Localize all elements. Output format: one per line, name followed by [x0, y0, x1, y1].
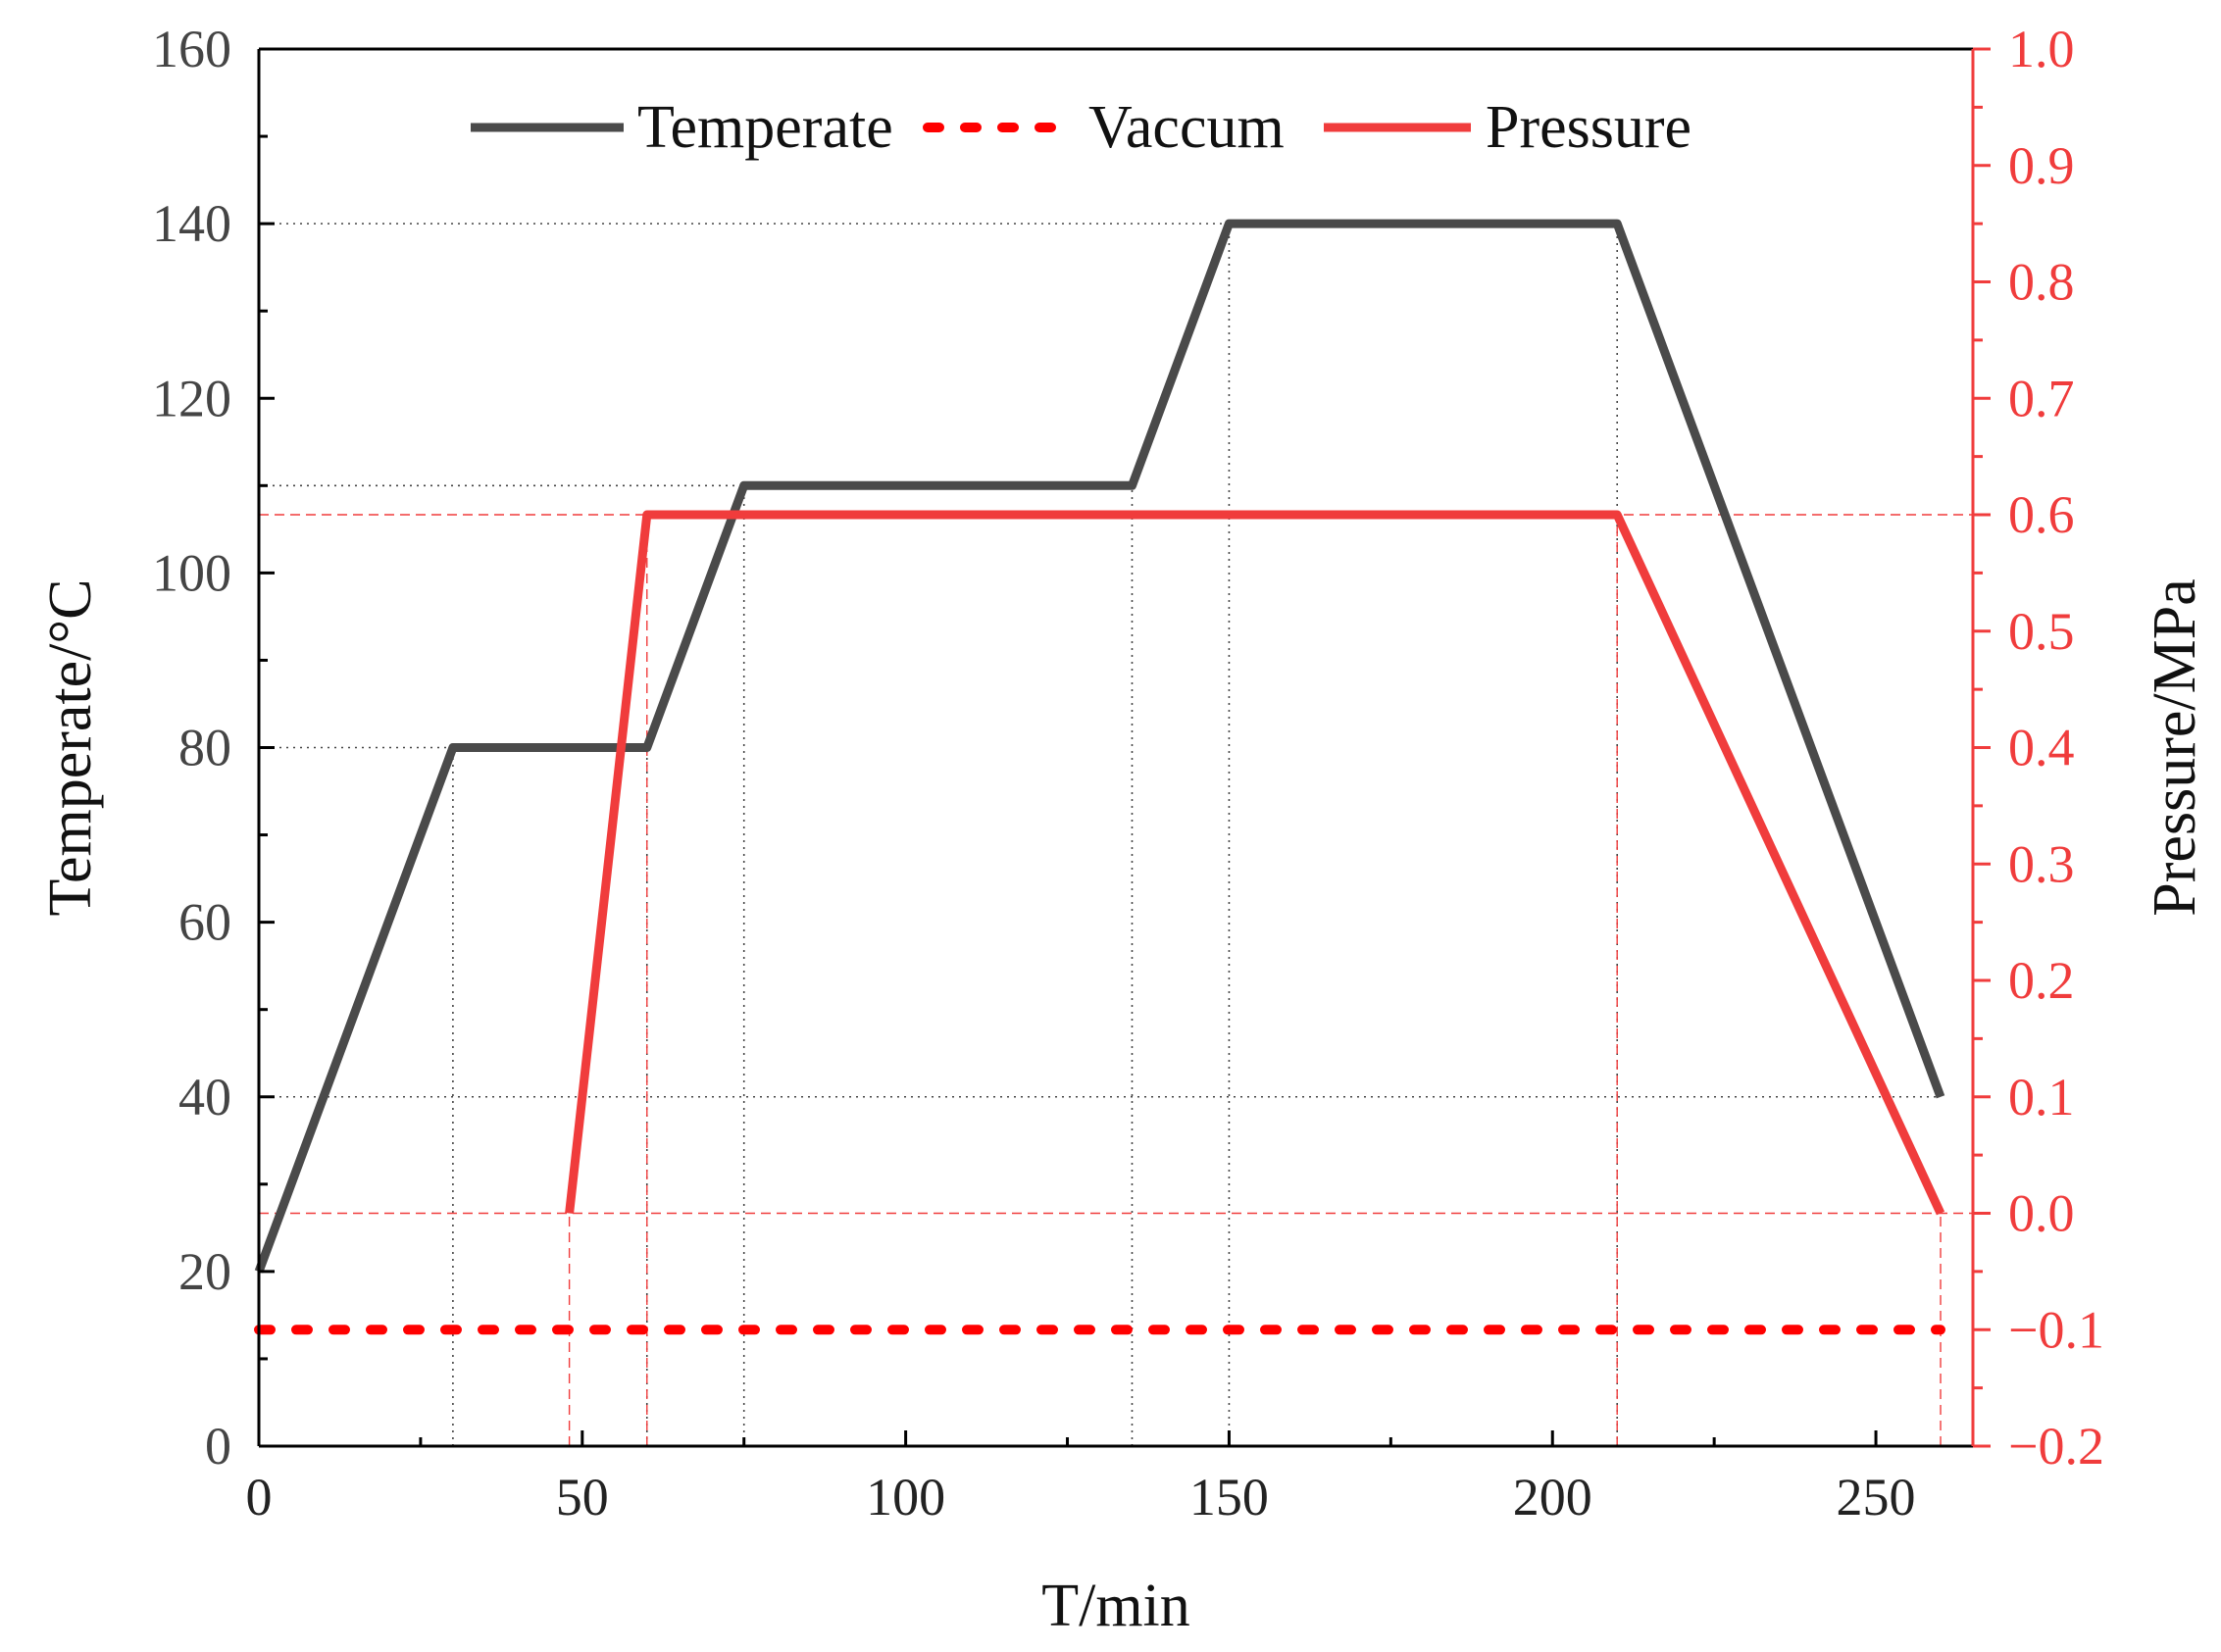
legend-label-pressure: Pressure — [1486, 94, 1691, 161]
x-tick-label-1: 50 — [556, 1468, 609, 1527]
y-left-tick-label-0: 0 — [205, 1417, 231, 1476]
y-right-tick-label-7: 0.5 — [2008, 602, 2075, 661]
y-right-tick-label-6: 0.4 — [2008, 719, 2075, 777]
y-right-tick-label-8: 0.6 — [2008, 485, 2075, 544]
x-tick-label-5: 250 — [1837, 1468, 1916, 1527]
y-right-tick-label-10: 0.8 — [2008, 253, 2075, 312]
y-left-tick-label-6: 120 — [152, 369, 231, 427]
y-right-tick-label-12: 1.0 — [2008, 20, 2075, 78]
legend-label-vaccum: Vaccum — [1088, 94, 1285, 161]
y-left-tick-label-7: 140 — [152, 194, 231, 253]
x-tick-label-0: 0 — [246, 1468, 273, 1527]
y-axis-right-title: Pressure/MPa — [2142, 578, 2208, 916]
y-right-tick-label-2: 0.0 — [2008, 1184, 2075, 1243]
x-tick-label-4: 200 — [1513, 1468, 1592, 1527]
y-right-tick-label-4: 0.2 — [2008, 951, 2075, 1010]
y-right-tick-label-9: 0.7 — [2008, 369, 2075, 427]
y-right-tick-label-0: −0.2 — [2008, 1417, 2104, 1476]
y-left-tick-label-2: 40 — [178, 1068, 231, 1126]
y-left-tick-label-4: 80 — [178, 719, 231, 777]
legend-label-temperate: Temperate — [637, 94, 893, 161]
y-left-tick-label-8: 160 — [152, 20, 231, 78]
y-axis-left-title: Temperate/°C — [37, 578, 104, 916]
y-right-tick-label-5: 0.3 — [2008, 834, 2075, 893]
x-tick-label-3: 150 — [1189, 1468, 1269, 1527]
y-right-tick-label-11: 0.9 — [2008, 136, 2075, 195]
y-left-tick-label-1: 20 — [178, 1242, 231, 1301]
legend: Temperate Vaccum Pressure — [471, 94, 1691, 161]
guide-lines — [259, 223, 1973, 1446]
y-left-tick-label-3: 60 — [178, 893, 231, 952]
y-right-tick-label-1: −0.1 — [2008, 1300, 2104, 1359]
series-line-pressure — [565, 510, 1945, 1216]
tick-marks — [257, 47, 1991, 1448]
y-right-tick-label-3: 0.1 — [2008, 1068, 2075, 1126]
x-axis-title: T/min — [1041, 1573, 1190, 1639]
series-line-temperate — [254, 219, 1945, 1274]
series-lines — [254, 219, 1945, 1335]
x-tick-label-2: 100 — [866, 1468, 945, 1527]
y-left-tick-label-5: 100 — [152, 543, 231, 602]
tick-labels: 0 50 100 150 200 250 0 20 40 60 80 100 120 140 160 −0.2… — [152, 20, 2104, 1527]
